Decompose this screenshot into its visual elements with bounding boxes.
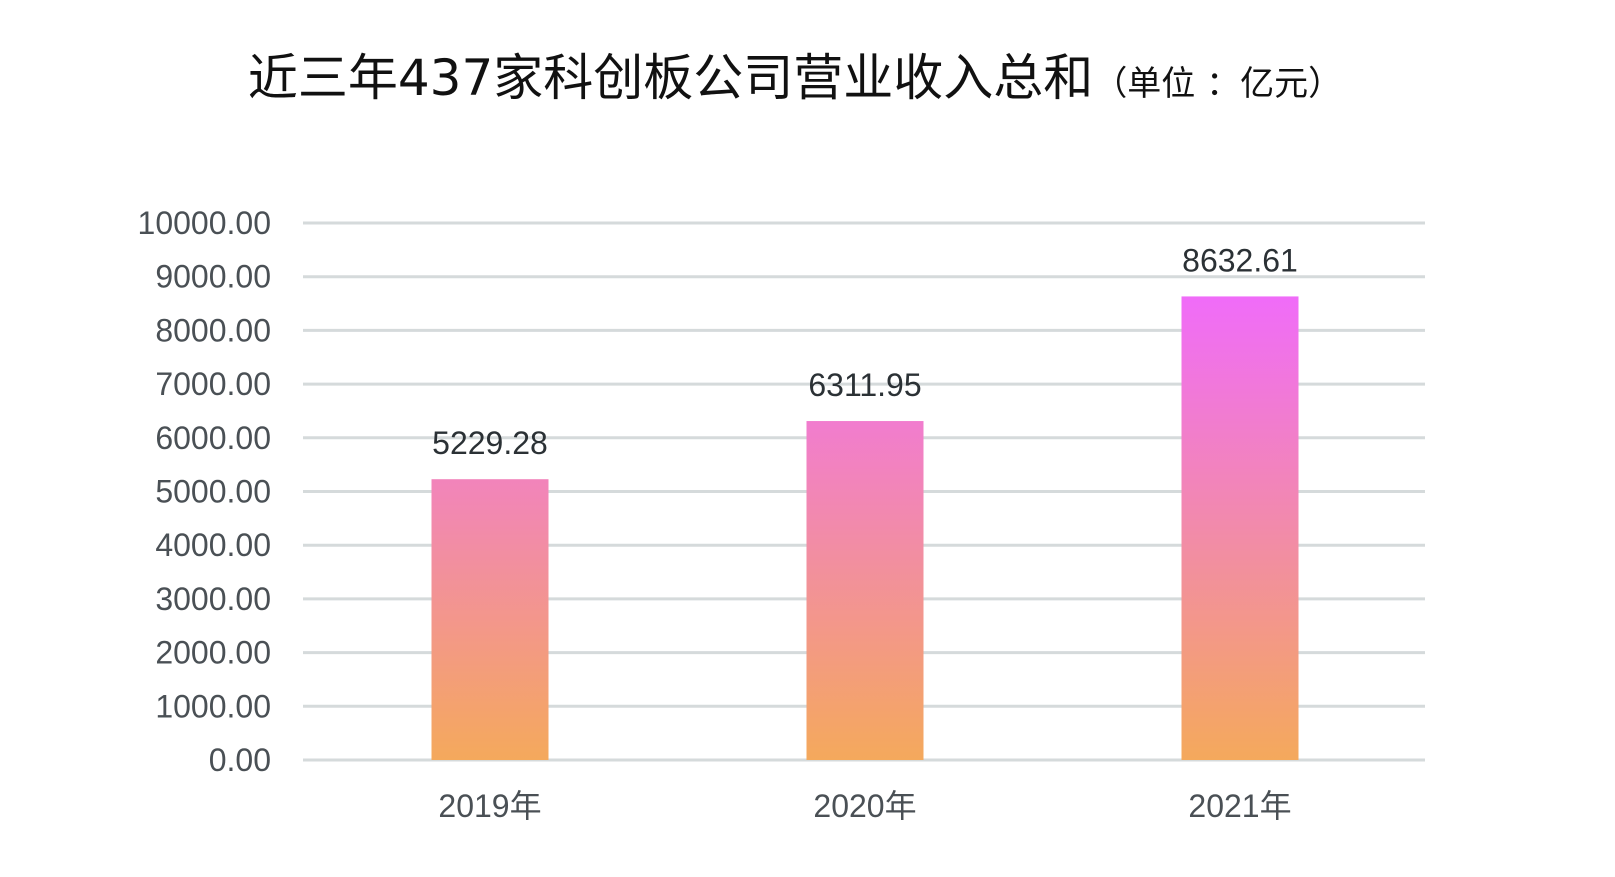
- title-unit: （单位 ：亿元）: [1093, 64, 1343, 104]
- y-tick-label: 1000.00: [155, 688, 271, 724]
- y-tick-label: 9000.00: [155, 259, 271, 295]
- y-tick-label: 6000.00: [155, 420, 271, 456]
- y-tick-label: 7000.00: [155, 366, 271, 402]
- y-tick-label: 4000.00: [155, 527, 271, 563]
- data-label: 8632.61: [1182, 242, 1298, 278]
- y-tick-label: 2000.00: [155, 635, 271, 671]
- chart-title: 近三年437家科创板公司营业收入总和（单位 ：亿元）: [0, 38, 1590, 110]
- title-main: 近三年437家科创板公司营业收入总和: [247, 49, 1094, 107]
- y-tick-label: 0.00: [209, 742, 271, 778]
- data-label: 6311.95: [808, 367, 921, 403]
- y-tick-label: 8000.00: [155, 312, 271, 348]
- y-tick-label: 3000.00: [155, 581, 271, 617]
- x-tick-label: 2020年: [813, 788, 916, 824]
- data-label: 5229.28: [432, 425, 548, 461]
- x-tick-label: 2021年: [1188, 788, 1291, 824]
- y-tick-label: 10000.00: [138, 205, 271, 241]
- bar-2021年: [1181, 296, 1299, 760]
- x-tick-label: 2019年: [438, 788, 541, 824]
- bar-2020年: [806, 421, 924, 760]
- y-tick-label: 5000.00: [155, 474, 271, 510]
- bar-2019年: [431, 479, 549, 760]
